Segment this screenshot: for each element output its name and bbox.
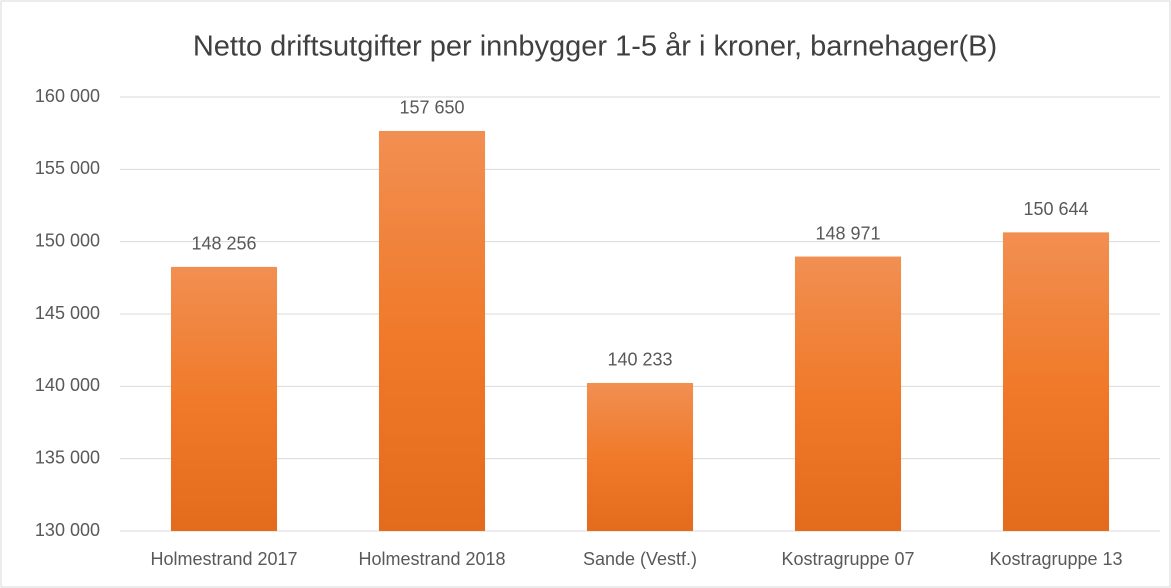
x-tick-label: Holmestrand 2017 <box>150 549 297 569</box>
bar <box>378 130 486 531</box>
x-tick-label: Kostragruppe 07 <box>781 549 914 569</box>
y-tick-label: 145 000 <box>35 303 100 323</box>
x-tick-label: Holmestrand 2018 <box>358 549 505 569</box>
data-label: 148 971 <box>815 223 880 243</box>
chart-title: Netto driftsutgifter per innbygger 1-5 å… <box>193 31 997 63</box>
y-tick-label: 130 000 <box>35 520 100 540</box>
data-label: 140 233 <box>607 350 672 370</box>
data-label: 150 644 <box>1023 199 1088 219</box>
x-tick-label: Kostragruppe 13 <box>989 549 1122 569</box>
data-label: 157 650 <box>399 98 464 118</box>
y-tick-label: 155 000 <box>35 158 100 178</box>
y-tick-label: 150 000 <box>35 230 100 250</box>
bar <box>1002 232 1110 531</box>
x-tick-label: Sande (Vestf.) <box>583 549 697 569</box>
y-tick-label: 135 000 <box>35 447 100 467</box>
bar <box>794 256 902 531</box>
bar <box>586 382 694 531</box>
y-tick-label: 140 000 <box>35 375 100 395</box>
bar <box>170 266 278 531</box>
y-tick-label: 160 000 <box>35 86 100 106</box>
data-label: 148 256 <box>191 234 256 254</box>
